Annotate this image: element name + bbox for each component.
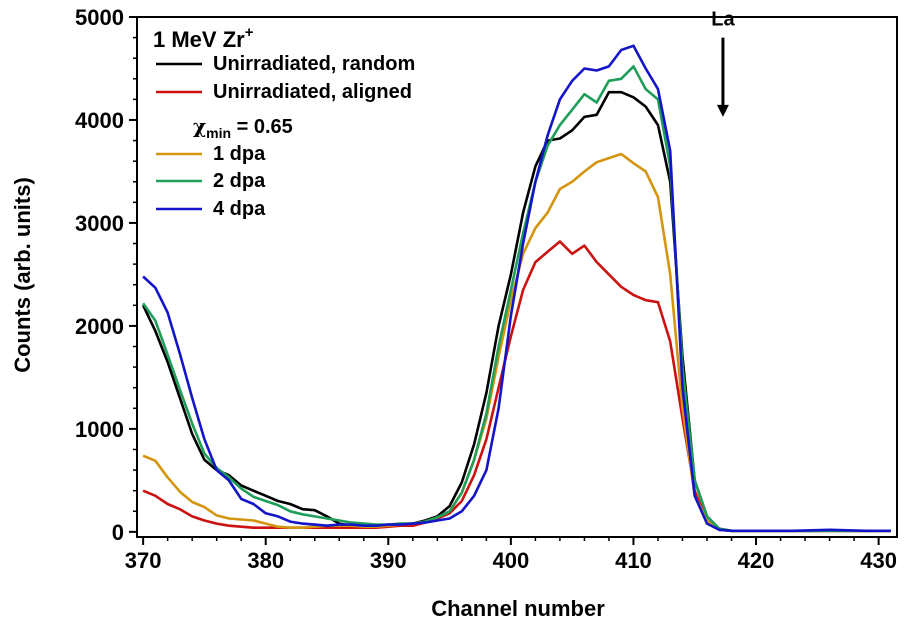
series-line-5 (142, 44, 891, 533)
annotation-arrow-head (716, 104, 729, 117)
legend-label-2: Unirradiated, aligned (213, 81, 412, 103)
x-tick-label: 380 (247, 548, 284, 573)
legend-label-1: Unirradiated, random (213, 53, 415, 75)
x-axis-title: Channel number (431, 596, 605, 621)
x-tick-label: 430 (860, 548, 897, 573)
x-tick-label: 420 (738, 548, 775, 573)
y-tick-label: 0 (112, 520, 124, 545)
legend: 1 MeV Zr+Unirradiated, random Unirradiate… (153, 24, 415, 220)
y-tick-label: 4000 (75, 108, 124, 133)
x-tick-label: 410 (615, 548, 652, 573)
axes: 370 380 390 400 410 420 430 0 1000 2000 3000 4000 50… (75, 5, 898, 573)
chi-min-note: χmin = 0.65 (193, 114, 293, 141)
y-axis-title: Counts (arb. units) (10, 177, 35, 373)
x-tick-label: 400 (493, 548, 530, 573)
series-line-4 (142, 65, 891, 533)
x-tick-label: 370 (125, 548, 162, 573)
legend-title: 1 MeV Zr+ (153, 24, 254, 52)
plot-frame (136, 16, 898, 538)
legend-label-3: 1 dpa (213, 143, 266, 165)
legend-label-4: 2 dpa (213, 170, 266, 192)
x-tick-label: 390 (370, 548, 407, 573)
annotation-label: La (711, 9, 735, 31)
legend-label-5: 4 dpa (213, 198, 266, 220)
y-tick-label: 3000 (75, 211, 124, 236)
y-tick-label: 2000 (75, 314, 124, 339)
y-tick-label: 1000 (75, 417, 124, 442)
annotation: La (711, 9, 735, 117)
y-tick-label: 5000 (75, 5, 124, 30)
series-lines (141, 44, 891, 533)
